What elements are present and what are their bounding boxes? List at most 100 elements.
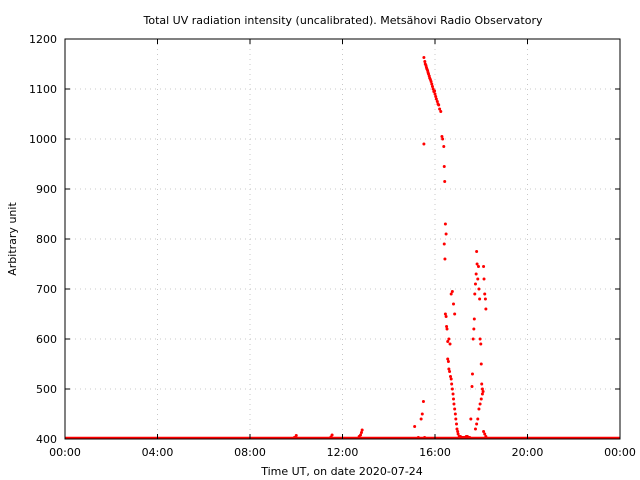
chart-title: Total UV radiation intensity (uncalibrat… <box>143 14 543 27</box>
data-point <box>421 400 425 403</box>
data-point <box>430 85 434 88</box>
x-axis-label: Time UT, on date 2020-07-24 <box>260 465 423 478</box>
data-point <box>438 107 442 111</box>
data-point <box>447 367 451 371</box>
data-point <box>422 142 426 146</box>
data-point <box>292 436 296 439</box>
data-point <box>330 433 334 437</box>
data-point <box>479 397 483 401</box>
data-point <box>437 103 441 107</box>
data-point <box>484 435 488 438</box>
data-point <box>453 312 457 316</box>
data-point <box>456 432 460 436</box>
data-point <box>481 390 485 393</box>
data-point <box>480 392 484 396</box>
data-point <box>441 137 445 141</box>
data-point <box>452 402 456 406</box>
y-tick-label: 500 <box>36 383 57 396</box>
data-point <box>442 242 446 246</box>
x-tick-label: 00:00 <box>49 446 81 459</box>
data-point <box>442 145 446 148</box>
data-point <box>447 337 451 341</box>
x-tick-label: 08:00 <box>234 446 266 459</box>
data-point <box>442 165 446 168</box>
data-point <box>484 307 488 311</box>
data-point <box>483 297 487 301</box>
data-point <box>474 272 478 276</box>
data-point <box>444 315 448 318</box>
data-point <box>482 277 486 281</box>
data-point <box>454 417 458 421</box>
data-point <box>416 436 420 439</box>
data-point <box>429 80 433 83</box>
data-point <box>359 431 363 434</box>
x-tick-label: 16:00 <box>419 446 451 459</box>
data-point <box>472 317 476 321</box>
data-point <box>478 337 482 341</box>
x-axis-ticks: 00:00 04:00 08:00 12:00 16:00 20:00 00:00 <box>49 39 636 459</box>
y-axis-ticks: 400 500 600 700 800 900 1000 1100 1200 <box>29 33 620 446</box>
data-point <box>449 377 453 381</box>
data-point <box>360 428 364 432</box>
data-point <box>434 97 438 101</box>
data-point <box>446 360 450 363</box>
data-point <box>294 434 298 437</box>
data-points <box>65 56 620 440</box>
data-point <box>473 282 477 286</box>
data-point <box>482 265 486 268</box>
data-point <box>451 392 455 396</box>
data-point <box>455 422 459 426</box>
data-point <box>475 250 479 253</box>
y-tick-label: 1000 <box>29 133 57 146</box>
data-point <box>444 232 448 236</box>
x-tick-label: 04:00 <box>142 446 174 459</box>
data-point <box>483 292 487 296</box>
data-point <box>452 302 455 306</box>
data-point <box>443 180 447 183</box>
data-point <box>413 425 417 428</box>
data-point <box>446 357 450 361</box>
data-point <box>434 95 438 98</box>
data-point <box>443 312 447 316</box>
data-point <box>448 375 452 378</box>
x-tick-label: 00:00 <box>604 446 636 459</box>
data-point <box>446 340 450 343</box>
data-point <box>423 60 427 63</box>
y-tick-label: 400 <box>36 433 57 446</box>
data-point <box>477 287 481 291</box>
data-point <box>420 412 424 416</box>
data-point <box>470 372 474 376</box>
data-point <box>476 265 480 268</box>
data-point <box>482 430 486 433</box>
y-tick-label: 900 <box>36 183 57 196</box>
data-point <box>448 342 452 346</box>
data-point <box>478 297 482 301</box>
data-point <box>469 417 473 421</box>
data-point <box>430 82 434 86</box>
data-point <box>453 407 457 411</box>
data-point <box>479 362 483 366</box>
data-point <box>448 370 452 373</box>
data-point <box>443 222 447 226</box>
y-tick-label: 700 <box>36 283 57 296</box>
data-point <box>419 417 423 421</box>
data-point <box>480 382 484 386</box>
y-tick-label: 1200 <box>29 33 57 46</box>
data-point <box>433 92 437 96</box>
x-tick-label: 20:00 <box>512 446 544 459</box>
grid-lines <box>65 39 620 439</box>
data-point <box>455 427 459 431</box>
data-point <box>450 387 454 391</box>
data-point <box>473 292 477 296</box>
data-point <box>471 337 475 341</box>
data-point <box>450 290 454 293</box>
data-point <box>479 342 483 346</box>
data-point <box>476 277 480 281</box>
data-point <box>423 436 427 439</box>
data-point <box>440 135 444 138</box>
data-point <box>472 327 476 331</box>
data-point <box>478 402 482 406</box>
data-point <box>453 412 457 416</box>
data-point <box>470 385 474 388</box>
